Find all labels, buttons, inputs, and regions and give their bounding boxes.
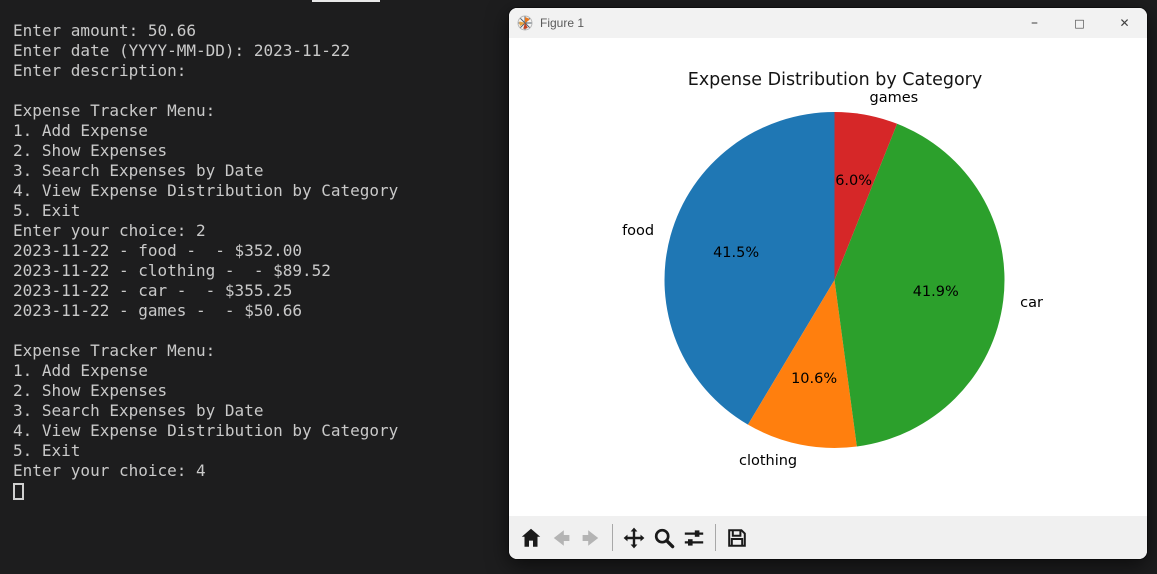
terminal-tab-indicator [312, 0, 380, 2]
home-icon [521, 528, 541, 547]
terminal-line: 3. Search Expenses by Date [13, 401, 264, 420]
figure-window: Figure 1 – □ ✕ Expense Distribution by C… [509, 8, 1147, 559]
pie-slice-games [834, 112, 898, 280]
terminal-line [13, 81, 398, 101]
pie-slice-car [834, 123, 1005, 447]
pie-category-label: clothing [738, 453, 798, 470]
terminal-line: 4. View Expense Distribution by Category [13, 421, 399, 440]
maximize-button[interactable]: □ [1057, 8, 1102, 38]
pie-category-label: games [869, 90, 919, 107]
figure-toolbar [509, 516, 1147, 559]
terminal-line: Enter your choice: 2 [13, 221, 206, 240]
terminal-line: 4. View Expense Distribution by Category [13, 181, 399, 200]
terminal-line: Expense Tracker Menu: [13, 341, 216, 360]
home-button[interactable] [516, 522, 546, 554]
terminal-line: Enter your choice: 4 [13, 461, 206, 480]
pie-chart-svg [664, 112, 1005, 448]
window-title: Figure 1 [540, 16, 585, 30]
pie-percent-label: 6.0% [835, 172, 873, 189]
terminal-line: 2023-11-22 - games - - $50.66 [13, 301, 302, 320]
zoom-button[interactable] [649, 522, 679, 554]
terminal-line: 2023-11-22 - car - - $355.25 [13, 281, 293, 300]
toolbar-separator [612, 524, 613, 551]
pie-slice-food [664, 112, 835, 425]
terminal-line: 5. Exit [13, 441, 81, 460]
save-icon [728, 528, 746, 547]
terminal-line: 3. Search Expenses by Date [13, 161, 264, 180]
terminal-line: Expense Tracker Menu: [13, 101, 216, 120]
terminal-line [13, 321, 398, 341]
pan-icon [623, 527, 645, 548]
back-icon [553, 529, 570, 546]
pie-percent-label: 10.6% [791, 370, 838, 387]
terminal-window[interactable]: Enter amount: 50.66 Enter date (YYYY-MM-D… [0, 0, 509, 574]
terminal-line: 1. Add Expense [13, 121, 148, 140]
configure-subplots-button[interactable] [679, 522, 709, 554]
forward-icon [582, 529, 599, 546]
terminal-line: 2023-11-22 - food - - $352.00 [13, 241, 302, 260]
configure-subplots-icon [684, 529, 704, 546]
figure-titlebar[interactable]: Figure 1 – □ ✕ [509, 8, 1147, 38]
terminal-line: 1. Add Expense [13, 361, 148, 380]
terminal-line: 2023-11-22 - clothing - - $89.52 [13, 261, 331, 280]
chart-title: Expense Distribution by Category [687, 70, 983, 90]
matplotlib-icon [517, 15, 533, 31]
pan-button[interactable] [619, 522, 649, 554]
forward-button[interactable] [576, 522, 606, 554]
terminal-line: Enter date (YYYY-MM-DD): 2023-11-22 [13, 41, 351, 60]
close-button[interactable]: ✕ [1102, 8, 1147, 38]
pie-category-label: car [1020, 294, 1043, 311]
terminal-output: Enter amount: 50.66 Enter date (YYYY-MM-D… [13, 21, 398, 500]
save-button[interactable] [722, 522, 752, 554]
pie-slice-clothing [747, 280, 857, 448]
pie-category-label: food [622, 223, 655, 240]
zoom-icon [654, 528, 675, 548]
back-button[interactable] [546, 522, 576, 554]
minimize-button[interactable]: – [1012, 8, 1057, 38]
terminal-line: 5. Exit [13, 201, 81, 220]
figure-canvas: Expense Distribution by Category 41.5% fo… [509, 38, 1147, 516]
terminal-line: Enter description: [13, 61, 187, 80]
toolbar-separator [715, 524, 716, 551]
pie-percent-label: 41.9% [912, 284, 959, 301]
terminal-line: 2. Show Expenses [13, 141, 168, 160]
terminal-cursor [13, 483, 24, 500]
terminal-line: 2. Show Expenses [13, 381, 168, 400]
pie-percent-label: 41.5% [713, 245, 760, 262]
terminal-line: Enter amount: 50.66 [13, 21, 197, 40]
